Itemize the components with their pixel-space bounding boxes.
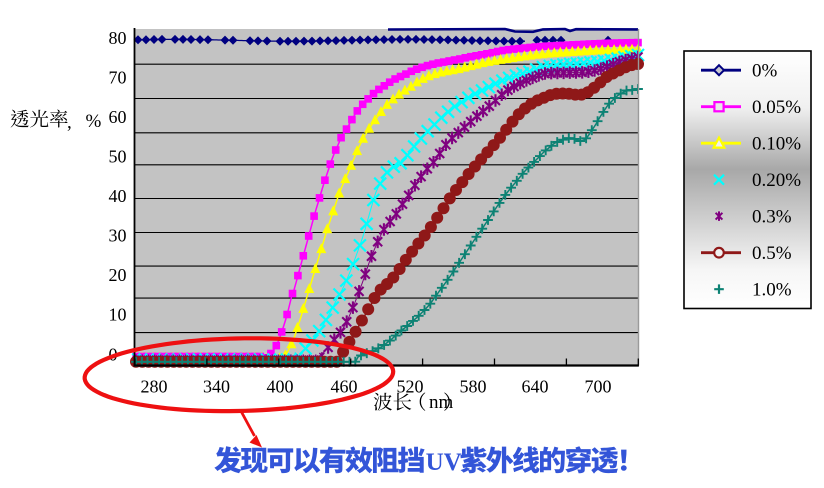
svg-text:1.0%: 1.0% [752,280,792,301]
svg-text:0%: 0% [752,61,778,82]
svg-text:70: 70 [109,67,127,87]
svg-text:40: 40 [109,186,127,206]
svg-text:460: 460 [331,377,358,397]
svg-text:10: 10 [109,305,127,325]
svg-text:700: 700 [585,377,612,397]
svg-text:50: 50 [109,147,127,167]
svg-text:0.3%: 0.3% [752,207,792,228]
svg-text:400: 400 [267,377,294,397]
svg-text:340: 340 [203,377,230,397]
svg-text:280: 280 [141,377,168,397]
svg-text:60: 60 [109,107,127,127]
svg-text:20: 20 [109,265,127,285]
svg-text:UV: UV [426,449,462,476]
svg-text:nm: nm [429,392,454,413]
svg-text:640: 640 [522,377,549,397]
svg-text:0.05%: 0.05% [752,97,801,118]
svg-text:0.5%: 0.5% [752,243,792,264]
svg-text:580: 580 [460,377,487,397]
svg-text:30: 30 [109,226,127,246]
svg-text:80: 80 [109,28,127,48]
svg-text:,: , [67,112,72,133]
svg-text:%: % [86,111,102,132]
svg-text:0.20%: 0.20% [752,170,801,191]
svg-text:0.10%: 0.10% [752,134,801,155]
svg-text:520: 520 [397,377,424,397]
